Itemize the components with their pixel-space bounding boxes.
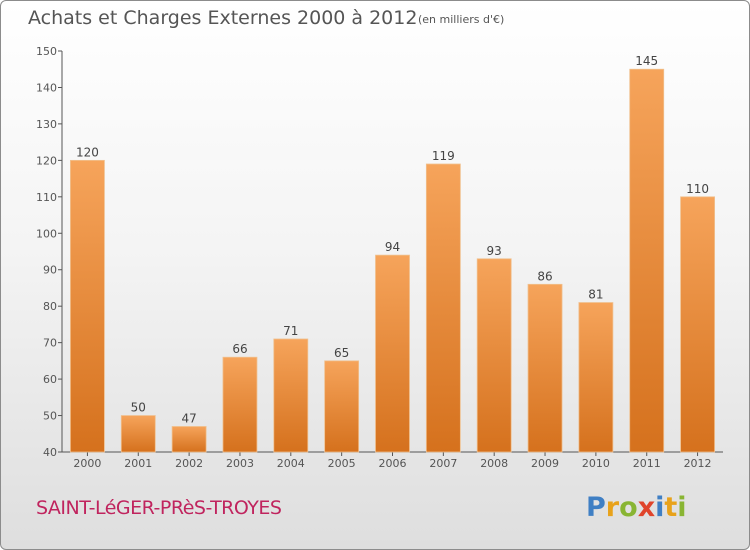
x-tick-label: 2002 xyxy=(175,457,203,470)
bar xyxy=(70,159,105,453)
data-label: 86 xyxy=(537,269,552,283)
y-tick-label: 40 xyxy=(43,446,57,459)
bar xyxy=(425,163,461,453)
x-tick-label: 2004 xyxy=(277,457,305,470)
x-tick-label: 2011 xyxy=(633,457,661,470)
y-tick-label: 100 xyxy=(36,227,57,240)
x-tick-label: 2007 xyxy=(429,457,457,470)
bar xyxy=(680,196,715,453)
svg-text:Proxiti: Proxiti xyxy=(586,492,687,523)
data-label: 110 xyxy=(686,182,709,196)
bar xyxy=(527,283,563,453)
y-tick-label: 80 xyxy=(43,300,57,313)
bar xyxy=(375,254,410,453)
bar xyxy=(578,302,614,453)
data-label: 47 xyxy=(181,411,196,425)
bar xyxy=(171,426,207,453)
y-tick-label: 90 xyxy=(43,264,57,277)
data-label: 119 xyxy=(432,149,455,163)
x-tick-label: 2009 xyxy=(531,457,559,470)
data-label: 50 xyxy=(131,401,146,415)
data-label: 93 xyxy=(487,244,502,258)
bar xyxy=(120,415,156,453)
x-tick-label: 2006 xyxy=(379,457,407,470)
y-tick-label: 130 xyxy=(36,118,57,131)
town-name: SAINT-LéGER-PRèS-TROYES xyxy=(36,497,282,519)
x-tick-label: 2008 xyxy=(480,457,508,470)
data-label: 65 xyxy=(334,346,349,360)
data-label: 71 xyxy=(283,324,298,338)
y-axis: 40 50 60 70 80 90 100 110 120 130 140 150 xyxy=(36,45,63,459)
bar xyxy=(222,356,258,453)
y-tick-label: 140 xyxy=(36,81,57,94)
proxiti-logo: Proxiti xyxy=(586,492,687,523)
y-tick-label: 150 xyxy=(36,45,57,58)
data-labels: 120 50 47 66 71 65 94 119 93 86 81 145 110 xyxy=(76,54,709,425)
x-tick-label: 2000 xyxy=(73,457,101,470)
x-axis: 2000 2001 2002 2003 2004 2005 2006 2007 2008 2009… xyxy=(62,451,723,470)
x-tick-label: 2003 xyxy=(226,457,254,470)
data-label: 94 xyxy=(385,240,400,254)
y-tick-label: 50 xyxy=(43,410,57,423)
data-label: 120 xyxy=(76,145,99,159)
chart-subtitle: (en milliers d'€) xyxy=(418,13,505,26)
y-tick-label: 70 xyxy=(43,337,57,350)
bar xyxy=(324,360,360,453)
data-label: 145 xyxy=(635,54,658,68)
bars xyxy=(70,68,715,453)
x-tick-label: 2005 xyxy=(328,457,356,470)
y-tick-label: 110 xyxy=(36,191,57,204)
bar xyxy=(629,68,665,453)
data-label: 66 xyxy=(232,342,247,356)
y-tick-label: 120 xyxy=(36,154,57,167)
x-tick-label: 2012 xyxy=(684,457,712,470)
data-label: 81 xyxy=(588,288,603,302)
y-tick-label: 60 xyxy=(43,373,57,386)
bar xyxy=(476,258,512,453)
x-tick-label: 2010 xyxy=(582,457,610,470)
chart-title: Achats et Charges Externes 2000 à 2012 xyxy=(28,7,418,29)
x-tick-label: 2001 xyxy=(124,457,152,470)
bar xyxy=(273,338,309,453)
